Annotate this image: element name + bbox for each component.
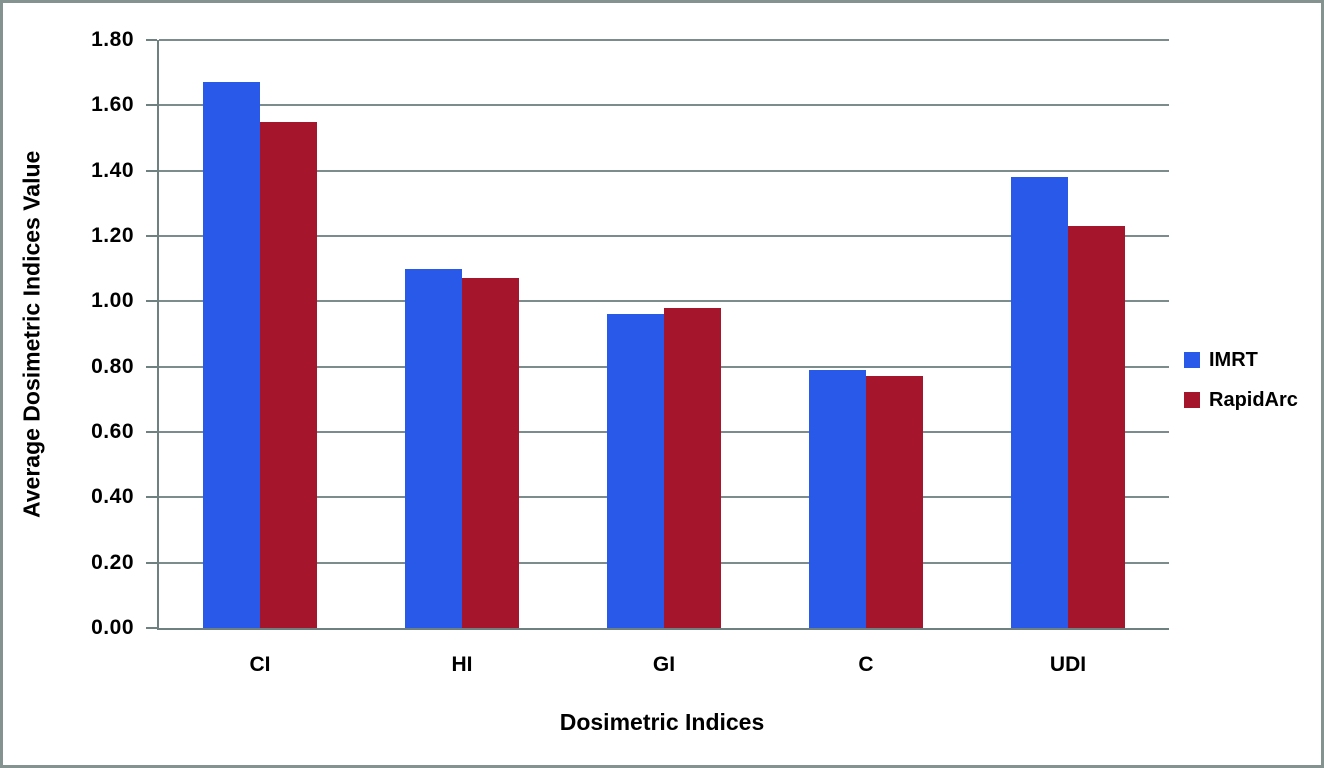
bar-rapidarc-ci [260, 122, 317, 628]
bar-imrt-udi [1011, 177, 1068, 628]
bar-imrt-c [809, 370, 866, 628]
y-tick-label: 0.20 [91, 550, 134, 574]
bar-rapidarc-c [866, 376, 923, 628]
x-axis-title: Dosimetric Indices [559, 709, 765, 735]
y-tick-mark [146, 235, 157, 237]
y-tick-label: 1.20 [91, 224, 134, 247]
x-category-label-c: C [858, 653, 874, 676]
bar-rapidarc-hi [462, 278, 519, 628]
x-category-label-hi: HI [451, 653, 473, 676]
y-tick-label: 0.60 [91, 420, 134, 443]
bar-imrt-hi [405, 269, 462, 628]
y-tick-mark [146, 300, 157, 303]
bar-rapidarc-gi [664, 308, 721, 628]
legend-swatch-rapidarc [1184, 392, 1200, 408]
legend-label-rapidarc: RapidArc [1209, 389, 1298, 411]
y-tick-mark [146, 561, 157, 564]
legend-swatch-imrt [1184, 352, 1200, 368]
legend: IMRT RapidArc [1184, 349, 1298, 429]
gridline [159, 39, 1169, 41]
y-tick-mark [146, 39, 157, 41]
gridline [159, 104, 1169, 107]
y-tick-mark [146, 496, 157, 499]
y-tick-label: 0.00 [91, 616, 134, 639]
bar-group-gi [563, 40, 765, 628]
gridline [159, 169, 1169, 172]
bar-group-udi [967, 40, 1169, 628]
bar-imrt-gi [607, 314, 664, 628]
legend-entry-rapidarc: RapidArc [1184, 389, 1298, 411]
y-tick-mark [146, 627, 157, 629]
gridline [159, 300, 1169, 303]
x-category-label-ci: CI [249, 653, 271, 676]
y-tick-mark [146, 104, 157, 107]
bar-imrt-ci [203, 82, 260, 628]
y-tick-label: 1.40 [91, 158, 134, 182]
y-tick-mark [146, 169, 157, 172]
gridline [159, 235, 1169, 237]
legend-label-imrt: IMRT [1209, 349, 1258, 371]
bar-group-c [765, 40, 967, 628]
y-tick-label: 0.80 [91, 354, 134, 378]
bar-group-ci [159, 40, 361, 628]
bar-rapidarc-udi [1068, 226, 1125, 628]
y-tick-label: 0.40 [91, 485, 134, 509]
x-category-label-gi: GI [652, 653, 676, 676]
y-tick-mark [146, 365, 157, 368]
x-category-label-udi: UDI [1049, 653, 1087, 676]
y-tick-label: 1.80 [91, 28, 134, 51]
plot-area [157, 39, 1169, 630]
y-tick-label: 1.60 [91, 93, 134, 117]
y-axis-title: Average Dosimetric Indices Value [18, 150, 45, 518]
y-tick-mark [146, 431, 157, 433]
bar-group-hi [361, 40, 563, 628]
legend-entry-imrt: IMRT [1184, 349, 1298, 371]
y-tick-label: 1.00 [91, 289, 134, 313]
